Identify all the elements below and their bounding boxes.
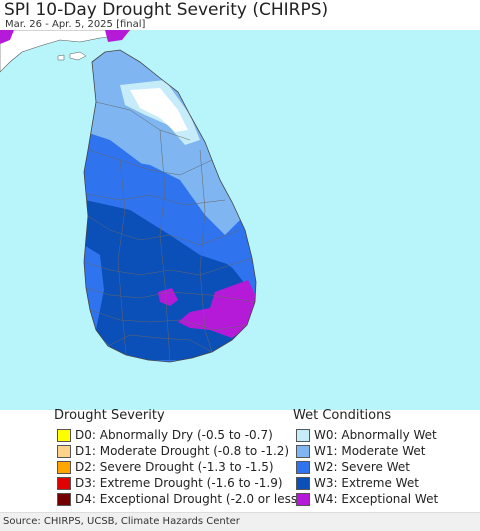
legend-label-d4: D4: Exceptional Drought (-2.0 or less) xyxy=(75,492,302,506)
w2-east xyxy=(215,230,255,280)
legend-item-d0: D0: Abnormally Dry (-0.5 to -0.7) xyxy=(57,427,273,443)
island-islet xyxy=(57,54,65,61)
island-north xyxy=(69,51,87,61)
w2-north xyxy=(84,130,220,245)
swatch-d4 xyxy=(57,492,71,506)
swatch-d3 xyxy=(57,476,71,490)
legend-label-w1: W1: Moderate Wet xyxy=(314,444,426,458)
swatch-w0 xyxy=(296,428,310,442)
legend-item-w3: W3: Extreme Wet xyxy=(296,475,419,491)
legend-label-w2: W2: Severe Wet xyxy=(314,460,410,474)
wet-legend-title: Wet Conditions xyxy=(293,408,392,423)
legend-item-d2: D2: Severe Drought (-1.3 to -1.5) xyxy=(57,459,274,475)
swatch-d2 xyxy=(57,460,71,474)
legend-item-d4: D4: Exceptional Drought (-2.0 or less) xyxy=(57,491,302,507)
swatch-w3 xyxy=(296,476,310,490)
map-title: SPI 10-Day Drought Severity (CHIRPS) xyxy=(4,0,329,20)
island-outline xyxy=(83,49,257,363)
w4-southeast xyxy=(178,280,256,338)
source-text: Source: CHIRPS, UCSB, Climate Hazards Ce… xyxy=(3,516,240,527)
blank-northeast xyxy=(130,88,188,132)
legend-label-d2: D2: Severe Drought (-1.3 to -1.5) xyxy=(75,460,274,474)
map-subtitle: Mar. 26 - Apr. 5, 2025 [final] xyxy=(5,19,146,30)
drought-legend-title: Drought Severity xyxy=(54,408,165,423)
source-footer: Source: CHIRPS, UCSB, Climate Hazards Ce… xyxy=(0,512,480,531)
swatch-w4 xyxy=(296,492,310,506)
swatch-w1 xyxy=(296,444,310,458)
legend-item-w2: W2: Severe Wet xyxy=(296,459,410,475)
legend-label-w0: W0: Abnormally Wet xyxy=(314,428,437,442)
legend-label-d0: D0: Abnormally Dry (-0.5 to -0.7) xyxy=(75,428,273,442)
legend-label-d3: D3: Extreme Drought (-1.6 to -1.9) xyxy=(75,476,283,490)
district-boundaries xyxy=(83,101,256,363)
legend-label-d1: D1: Moderate Drought (-0.8 to -1.2) xyxy=(75,444,290,458)
legend-item-d1: D1: Moderate Drought (-0.8 to -1.2) xyxy=(57,443,289,459)
drought-map xyxy=(0,30,480,410)
w4-central xyxy=(158,288,178,306)
legend-item-w0: W0: Abnormally Wet xyxy=(296,427,437,443)
india-wet-patch xyxy=(0,30,14,44)
legend-item-w4: W4: Exceptional Wet xyxy=(296,491,438,507)
swatch-d1 xyxy=(57,444,71,458)
india-wet-patch-east xyxy=(105,30,130,42)
legend-label-w3: W3: Extreme Wet xyxy=(314,476,419,490)
swatch-d0 xyxy=(57,428,71,442)
legend-item-w1: W1: Moderate Wet xyxy=(296,443,426,459)
swatch-w2 xyxy=(296,460,310,474)
legend-item-d3: D3: Extreme Drought (-1.6 to -1.9) xyxy=(57,475,283,491)
legend-label-w4: W4: Exceptional Wet xyxy=(314,492,439,506)
